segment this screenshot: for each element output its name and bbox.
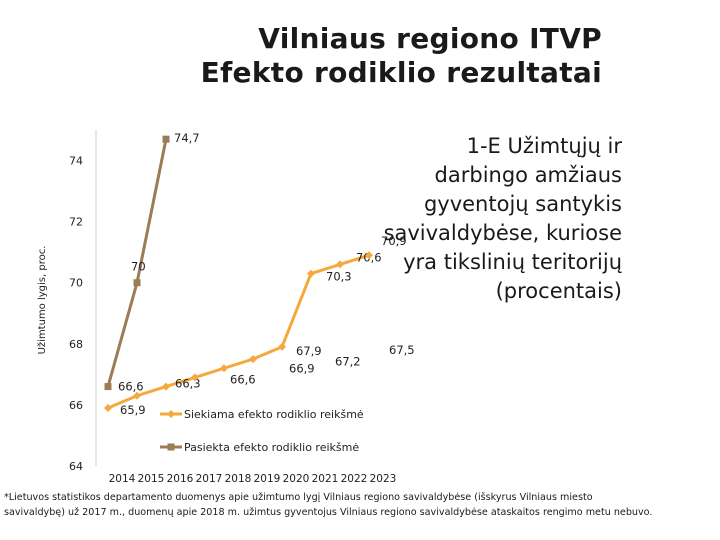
y-tick-label: 68	[69, 338, 83, 351]
x-tick-label: 2023	[370, 473, 397, 485]
data-point	[133, 279, 141, 287]
data-point	[104, 383, 112, 391]
x-tick-labels: 2014 2015 2016 2017 2018 2019 2020 2021 2022 2023	[109, 473, 397, 485]
x-tick-label: 2018	[225, 473, 252, 485]
series-line	[107, 253, 370, 410]
data-label: 67,9	[296, 344, 322, 358]
x-tick-label: 2015	[138, 473, 165, 485]
y-tick-label: 64	[69, 460, 83, 473]
data-label: 66,9	[289, 361, 315, 375]
x-tick-label: 2021	[312, 473, 339, 485]
data-point	[220, 364, 228, 373]
y-axis-title: Užimtumo lygis, proc.	[36, 246, 48, 355]
data-point	[162, 382, 170, 391]
x-tick-label: 2016	[167, 473, 194, 485]
legend-label: Siekiama efekto rodiklio reikšmė	[184, 408, 364, 421]
x-tick-label: 2019	[254, 473, 281, 485]
data-point	[104, 403, 112, 412]
data-label: 65,9	[120, 403, 146, 417]
data-label: 74,7	[174, 131, 200, 145]
y-tick-label: 72	[69, 216, 83, 229]
data-point	[365, 251, 373, 260]
title-line-1: Vilniaus regiono ITVP	[258, 22, 602, 55]
data-label: 66,6	[118, 380, 144, 394]
data-point	[162, 135, 170, 143]
data-label: 70,3	[326, 270, 352, 284]
indicator-description: 1-E Užimtųjų ir darbingo amžiaus gyvento…	[383, 134, 622, 303]
data-point	[191, 373, 199, 382]
footnote: *Lietuvos statistikos departamento duome…	[4, 492, 653, 518]
y-tick-label: 70	[69, 277, 83, 290]
data-label: 67,5	[389, 343, 415, 357]
data-point	[133, 391, 141, 400]
page-title: Vilniaus regiono ITVP Efekto rodiklio re…	[201, 22, 602, 90]
data-label: 67,2	[335, 354, 361, 368]
series-layer: 65,966,366,666,967,267,567,970,370,670,9…	[104, 131, 415, 417]
x-tick-label: 2020	[283, 473, 310, 485]
title-line-2: Efekto rodiklio rezultatai	[200, 56, 602, 89]
y-tick-label: 74	[69, 155, 83, 168]
legend-marker	[167, 443, 175, 451]
data-label: 70	[131, 260, 146, 274]
legend-label: Pasiekta efekto rodiklio reikšmė	[184, 441, 359, 454]
data-point	[249, 355, 257, 364]
y-tick-labels: 64 66 68 70 72 74	[69, 155, 83, 473]
data-label: 66,6	[230, 373, 256, 387]
data-point	[336, 260, 344, 269]
x-tick-label: 2022	[341, 473, 368, 485]
data-point	[278, 342, 286, 351]
data-point	[307, 269, 315, 278]
y-tick-label: 66	[69, 399, 83, 412]
legend-marker	[167, 410, 175, 418]
legend: Siekiama efekto rodiklio reikšmė Pasiekta…	[160, 408, 364, 454]
x-tick-label: 2017	[196, 473, 223, 485]
data-label: 70,9	[381, 234, 407, 248]
x-tick-label: 2014	[109, 473, 136, 485]
